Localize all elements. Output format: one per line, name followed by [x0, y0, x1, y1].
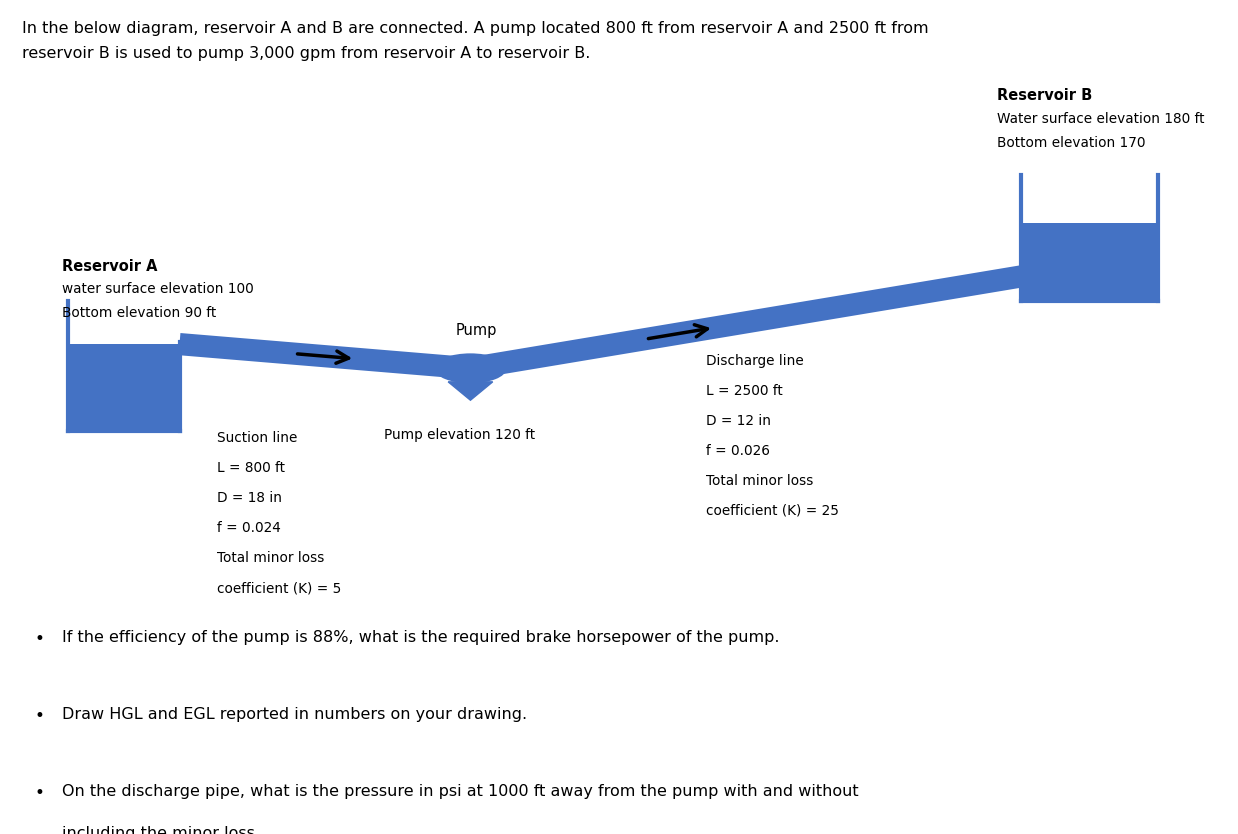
Text: water surface elevation 100: water surface elevation 100: [62, 282, 254, 296]
Text: Total minor loss: Total minor loss: [706, 474, 813, 488]
Text: Bottom elevation 90 ft: Bottom elevation 90 ft: [62, 306, 217, 320]
Text: L = 800 ft: L = 800 ft: [217, 461, 285, 475]
Circle shape: [436, 354, 505, 382]
Polygon shape: [448, 382, 493, 400]
Polygon shape: [68, 344, 180, 431]
Text: •: •: [35, 706, 45, 725]
Text: coefficient (K) = 5: coefficient (K) = 5: [217, 581, 340, 595]
Text: Reservoir B: Reservoir B: [997, 88, 1092, 103]
Text: If the efficiency of the pump is 88%, what is the required brake horsepower of t: If the efficiency of the pump is 88%, wh…: [62, 630, 780, 645]
Text: L = 2500 ft: L = 2500 ft: [706, 384, 782, 398]
Text: D = 18 in: D = 18 in: [217, 491, 282, 505]
Text: Water surface elevation 180 ft: Water surface elevation 180 ft: [997, 112, 1205, 126]
Text: Total minor loss: Total minor loss: [217, 551, 324, 565]
Polygon shape: [1021, 224, 1158, 300]
Text: Draw HGL and EGL reported in numbers on your drawing.: Draw HGL and EGL reported in numbers on …: [62, 706, 527, 721]
Text: D = 12 in: D = 12 in: [706, 414, 771, 428]
Text: Pump: Pump: [456, 324, 498, 339]
Text: including the minor loss.: including the minor loss.: [62, 826, 260, 834]
Text: f = 0.026: f = 0.026: [706, 444, 770, 458]
Text: •: •: [35, 630, 45, 648]
Text: In the below diagram, reservoir A and B are connected. A pump located 800 ft fro: In the below diagram, reservoir A and B …: [22, 21, 928, 36]
Text: reservoir B is used to pump 3,000 gpm from reservoir A to reservoir B.: reservoir B is used to pump 3,000 gpm fr…: [22, 46, 591, 61]
Text: Bottom elevation 170: Bottom elevation 170: [997, 136, 1145, 150]
Text: •: •: [35, 784, 45, 801]
Text: On the discharge pipe, what is the pressure in psi at 1000 ft away from the pump: On the discharge pipe, what is the press…: [62, 784, 858, 799]
Text: Discharge line: Discharge line: [706, 354, 803, 368]
Text: Reservoir A: Reservoir A: [62, 259, 157, 274]
Text: Pump elevation 120 ft: Pump elevation 120 ft: [384, 428, 535, 442]
Text: coefficient (K) = 25: coefficient (K) = 25: [706, 504, 838, 518]
Text: Suction line: Suction line: [217, 431, 297, 445]
Text: f = 0.024: f = 0.024: [217, 521, 281, 535]
